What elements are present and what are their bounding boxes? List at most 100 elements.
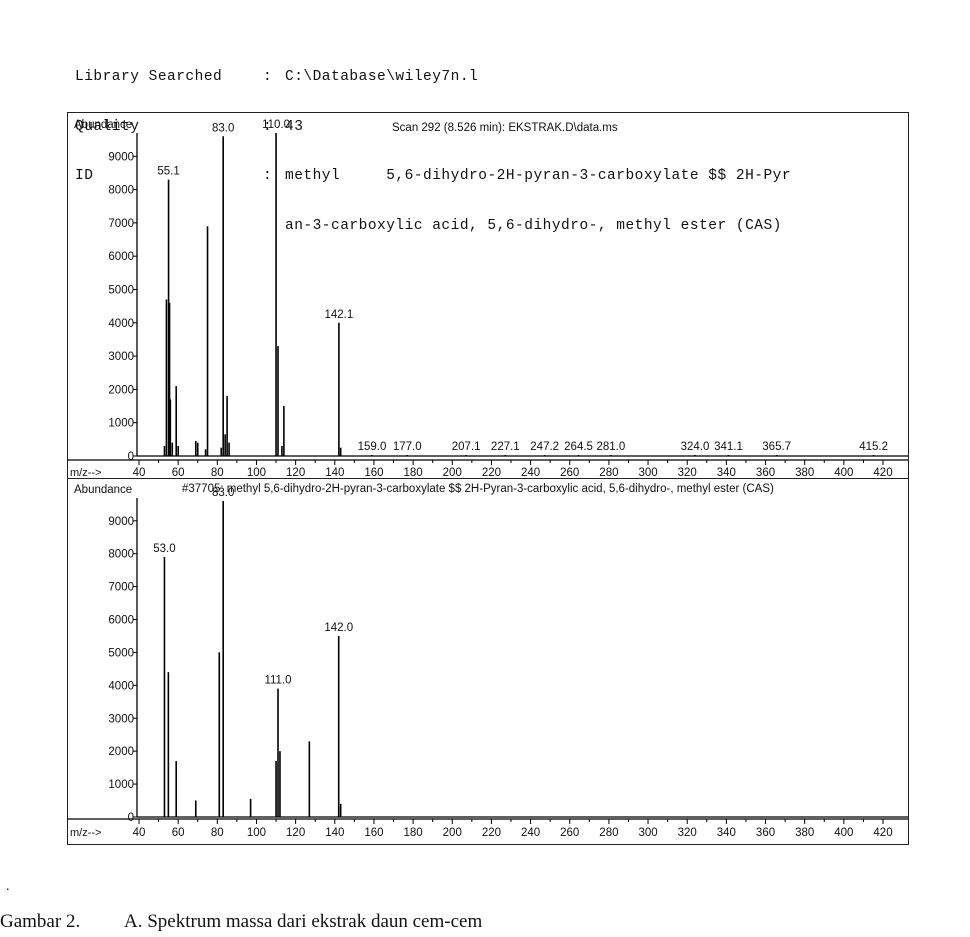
library-separator: : [263, 69, 273, 85]
spectrum-b-x-tick-label: 220 [482, 827, 501, 839]
spectrum-a-x-tick-label: 200 [443, 467, 462, 479]
spectrum-a-peak-label: 227.1 [491, 441, 520, 453]
spectrum-a-peak-label: 207.1 [452, 441, 481, 453]
id-separator: : [263, 168, 273, 184]
spectrum-a-y-tick-label: 5000 [108, 284, 134, 296]
id-value-line1: methyl 5,6-dihydro-2H-pyran-3-carboxylat… [285, 168, 792, 184]
quality-label: Quality [75, 118, 140, 135]
search-header: Library Searched: C:\Database\wiley7n.l Q… [75, 36, 791, 251]
spectrum-a-peak-label: 341.1 [714, 441, 743, 453]
spectrum-a-x-tick-label: 280 [599, 467, 618, 479]
spectrum-a-peak-label: 177.0 [393, 441, 422, 453]
spectrum-a-peak-label: 324.0 [681, 441, 710, 453]
spectrum-b-peak-label: 111.0 [264, 675, 291, 687]
spectrum-a-y-tick-label: 0 [128, 451, 134, 463]
spectrum-b-peak-label: 53.0 [153, 543, 175, 555]
spectrum-b-x-tick-label: 180 [404, 827, 423, 839]
spectrum-a-peak-label: 142.1 [325, 309, 354, 321]
spectrum-a-peak-label: 264.5 [564, 441, 593, 453]
spectrum-a-peak-label: 159.0 [358, 441, 387, 453]
spectrum-b-x-tick-label: 120 [286, 827, 305, 839]
spectrum-b-title: #37705: methyl 5,6-dihydro-2H-pyran-3-ca… [182, 483, 774, 495]
spectrum-b-y-tick-label: 1000 [108, 779, 134, 791]
spectrum-a-xlabel: m/z--> [70, 467, 101, 479]
spectrum-a-x-tick-label: 140 [325, 467, 344, 479]
spectrum-b-peak-label: 142.0 [324, 622, 353, 634]
caption-label: Gambar 2. [0, 911, 81, 932]
quality-separator: : [263, 118, 273, 135]
id-label: ID [75, 168, 94, 184]
id-row-continued: an-3-carboxylic acid, 5,6-dihydro-, meth… [75, 218, 791, 235]
spectrum-a-y-tick-label: 4000 [108, 318, 134, 330]
library-value: C:\Database\wiley7n.l [285, 69, 479, 85]
spectrum-a-x-tick-label: 380 [795, 467, 814, 479]
spectrum-a-y-tick-label: 2000 [108, 384, 134, 396]
spectrum-a-peak-label: 110.0 [262, 119, 290, 131]
spectrum-a-x-tick-label: 80 [211, 467, 224, 479]
spectrum-b-y-tick-label: 4000 [108, 680, 134, 692]
spectrum-a-y-tick-label: 9000 [108, 151, 134, 163]
spectrum-a-y-tick-label: 3000 [108, 351, 134, 363]
caption-text: A. Spektrum massa dari ekstrak daun cem-… [124, 911, 483, 932]
spectrum-b-x-tick-label: 240 [521, 827, 540, 839]
spectrum-a-x-tick-label: 300 [638, 467, 657, 479]
spectrum-b-x-tick-label: 300 [638, 827, 657, 839]
spectrum-b-y-tick-label: 3000 [108, 713, 134, 725]
spectrum-a-x-tick-label: 260 [560, 467, 579, 479]
spectrum-a-x-tick-label: 220 [482, 467, 501, 479]
id-row: ID: methyl 5,6-dihydro-2H-pyran-3-carboxy… [75, 168, 791, 185]
stray-dot: . [6, 879, 10, 894]
spectrum-a-y-tick-label: 8000 [108, 185, 134, 197]
spectrum-a-y-tick-label: 7000 [108, 218, 134, 230]
spectrum-a-x-tick-label: 360 [756, 467, 775, 479]
spectrum-a-x-tick-label: 40 [133, 467, 146, 479]
library-label: Library Searched [75, 69, 223, 85]
spectrum-a-x-tick-label: 180 [404, 467, 423, 479]
spectrum-b-xlabel: m/z--> [70, 827, 101, 839]
spectrum-b-x-tick-label: 260 [560, 827, 579, 839]
spectrum-a-x-tick-label: 100 [247, 467, 266, 479]
spectrum-b-x-tick-label: 320 [678, 827, 697, 839]
spectrum-a-peak-label: 281.0 [596, 441, 625, 453]
spectrum-b-y-tick-label: 5000 [108, 647, 134, 659]
spectrum-a-x-tick-label: 420 [873, 467, 892, 479]
spectrum-a-x-tick-label: 160 [364, 467, 383, 479]
spectrum-a-x-tick-label: 240 [521, 467, 540, 479]
spectrum-a-x-tick-label: 400 [834, 467, 853, 479]
spectrum-b-y-tick-label: 2000 [108, 746, 134, 758]
spectrum-a-peak-label: 55.1 [157, 166, 179, 178]
spectrum-b-y-tick-label: 7000 [108, 582, 134, 594]
spectrum-b-x-tick-label: 280 [599, 827, 618, 839]
spectrum-b-x-tick-label: 400 [834, 827, 853, 839]
spectrum-b-x-tick-label: 420 [873, 827, 892, 839]
spectrum-b-x-tick-label: 160 [364, 827, 383, 839]
quality-value: 43 [285, 118, 304, 135]
spectrum-a-ylabel: Abundance [74, 119, 132, 131]
spectrum-b-peak-label: 83.0 [212, 487, 234, 499]
spectrum-b-y-tick-label: 0 [128, 812, 134, 824]
spectrum-b-ylabel: Abundance [74, 484, 132, 496]
spectrum-b-x-tick-label: 100 [247, 827, 266, 839]
spectrum-a-x-tick-label: 60 [172, 467, 185, 479]
spectrum-a-title: Scan 292 (8.526 min): EKSTRAK.D\data.ms [392, 122, 618, 134]
spectrum-b-x-tick-label: 360 [756, 827, 775, 839]
library-row: Library Searched: C:\Database\wiley7n.l [75, 69, 791, 86]
quality-row: Quality:43 [75, 119, 791, 136]
id-value-line2: an-3-carboxylic acid, 5,6-dihydro-, meth… [285, 217, 782, 234]
spectrum-a-x-tick-label: 320 [678, 467, 697, 479]
spectrum-a-peak-label: 247.2 [530, 441, 559, 453]
spectrum-a-y-tick-label: 1000 [108, 418, 134, 430]
spectrum-b-x-tick-label: 200 [443, 827, 462, 839]
spectrum-b-x-tick-label: 140 [325, 827, 344, 839]
spectrum-b-y-tick-label: 9000 [108, 516, 134, 528]
spectrum-a-peak-label: 415.2 [859, 441, 888, 453]
spectrum-b-x-tick-label: 60 [172, 827, 185, 839]
spectrum-b-x-tick-label: 40 [133, 827, 146, 839]
spectrum-a-x-tick-label: 340 [717, 467, 736, 479]
spectrum-a-x-tick-label: 120 [286, 467, 305, 479]
spectrum-b-x-tick-label: 340 [717, 827, 736, 839]
spectrum-a-peak-label: 365.7 [762, 441, 791, 453]
figure-caption: Gambar 2. A. Spektrum massa dari ekstrak … [0, 911, 482, 933]
spectrum-b-y-tick-label: 6000 [108, 615, 134, 627]
